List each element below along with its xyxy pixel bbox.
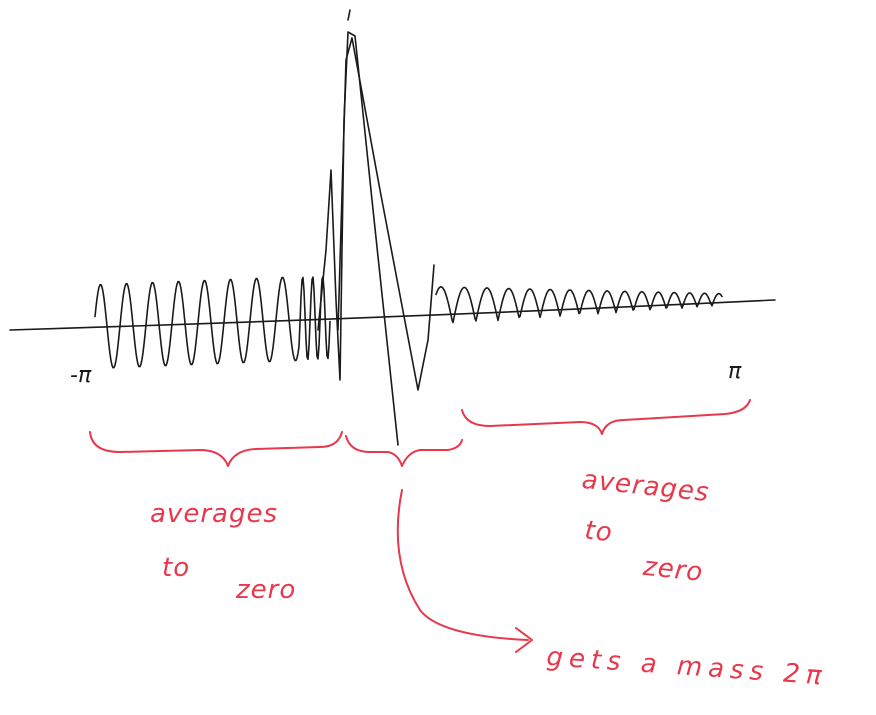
left-limit-label: -π [70,363,92,388]
arrow [398,490,528,640]
middle-brace [346,436,462,466]
annotation-line: averages [580,465,710,508]
page: {"axis": {"left_label": "-π", "right_lab… [0,0,876,715]
annotation-line: averages [150,499,278,529]
right-limit-label: π [728,359,742,384]
right-annotation: averages to zero [572,465,713,588]
left-annotation: averages to zero [150,499,296,605]
spike-tip [348,10,350,20]
central-spike [318,32,398,445]
left-brace [90,432,342,466]
annotation-line: zero [235,575,296,605]
annotation-line: to [162,553,190,583]
axis-line [10,300,775,330]
right-brace [462,400,750,434]
sketch: -π π averages to zero averages to zero g… [0,0,876,715]
wave-segment [95,277,330,368]
center-annotation: gets a mass 2π [546,642,829,692]
annotation-line: to [583,515,614,548]
oscillation [95,277,722,368]
annotation-line: zero [641,552,705,588]
